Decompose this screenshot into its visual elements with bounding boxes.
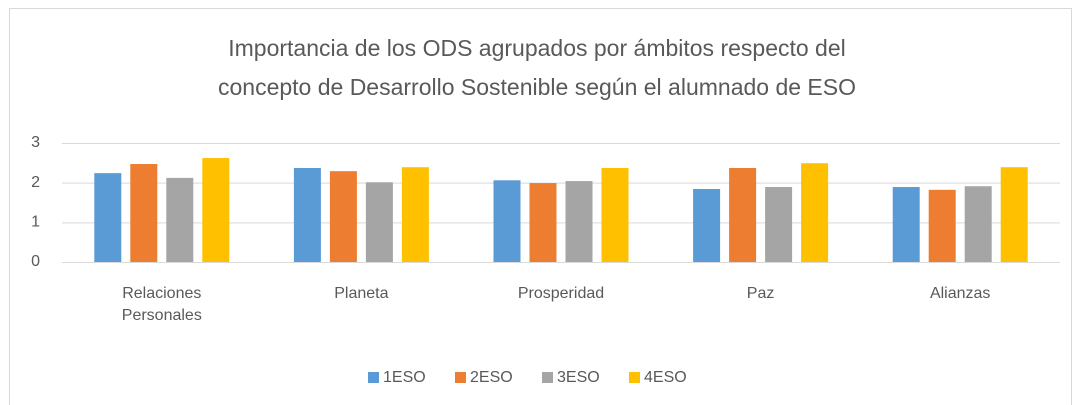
x-tick-label-box: Paz: [746, 285, 775, 302]
bar: [293, 167, 321, 262]
bar: [765, 187, 793, 262]
legend-label: 1ESO: [383, 369, 426, 386]
bar: [1000, 167, 1028, 262]
legend-label: 2ESO: [470, 369, 513, 386]
x-tick-label-box: Relaciones Personales: [121, 285, 202, 324]
x-tick-label-box: Planeta: [334, 285, 389, 302]
legend-label: 4ESO: [644, 369, 687, 386]
bar: [529, 183, 557, 262]
x-tick-label: Prosperidad: [517, 285, 605, 302]
y-tick-label: 1: [31, 214, 40, 231]
bar: [329, 171, 357, 262]
y-tick-label: 2: [31, 174, 40, 191]
x-tick-label: Paz: [746, 285, 775, 302]
bar: [892, 187, 920, 262]
x-tick-label: Relaciones Personales: [121, 285, 202, 324]
bar: [928, 189, 956, 262]
y-tick-label: 3: [31, 134, 40, 151]
bar: [365, 182, 393, 262]
bar: [94, 173, 122, 262]
bar: [166, 177, 194, 262]
bar: [801, 163, 829, 262]
chart-title: concepto de Desarrollo Sostenible según …: [218, 74, 856, 100]
bar: [693, 189, 721, 262]
bar: [401, 167, 429, 262]
chart-title: Importancia de los ODS agrupados por ámb…: [228, 35, 846, 61]
bar: [130, 164, 158, 262]
bar: [202, 158, 230, 262]
legend-label: 3ESO: [557, 369, 600, 386]
x-tick-label: Alianzas: [929, 285, 991, 302]
x-tick-label: Planeta: [334, 285, 389, 302]
bar: [964, 186, 992, 262]
legend-swatch: [455, 372, 466, 383]
x-tick-label-box: Prosperidad: [517, 285, 605, 302]
legend-swatch: [542, 372, 553, 383]
x-tick-label-box: Alianzas: [929, 285, 991, 302]
bar: [565, 181, 593, 262]
y-tick-label: 0: [31, 253, 40, 270]
bar: [729, 167, 757, 262]
legend-swatch: [629, 372, 640, 383]
bar: [493, 180, 521, 262]
bar: [601, 167, 629, 262]
legend-swatch: [368, 372, 379, 383]
